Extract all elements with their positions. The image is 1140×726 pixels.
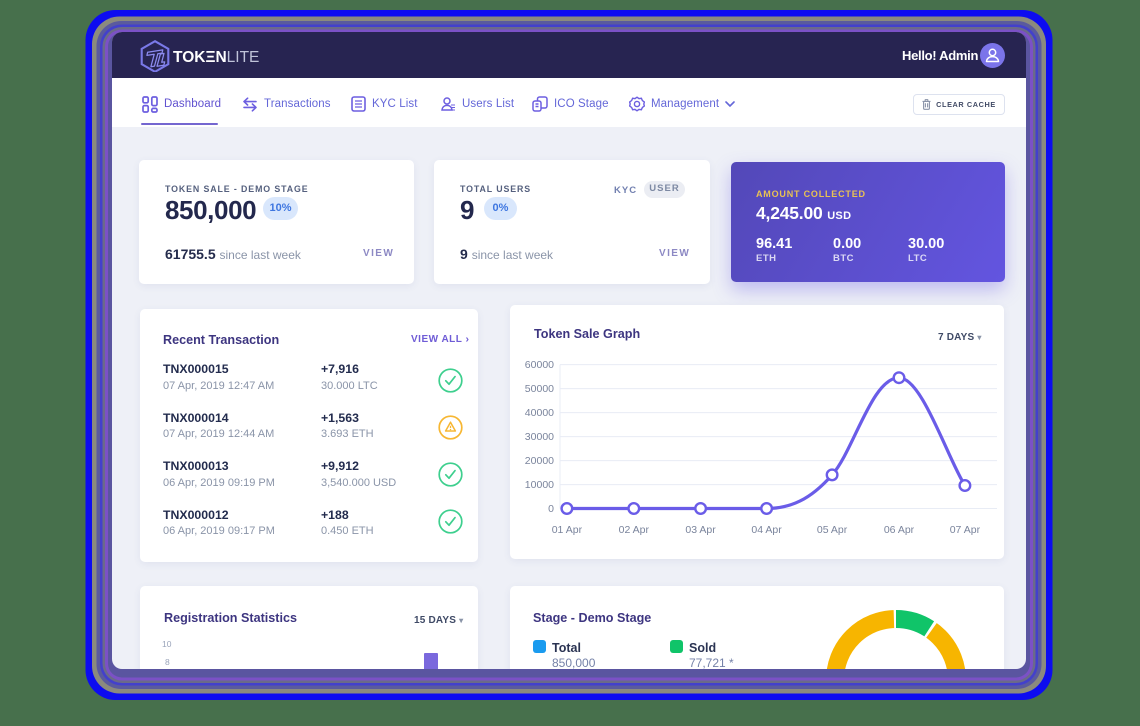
- svg-text:07 Apr: 07 Apr: [950, 524, 981, 536]
- svg-text:20000: 20000: [525, 455, 554, 467]
- svg-text:40000: 40000: [525, 407, 554, 419]
- svg-text:50000: 50000: [525, 383, 554, 395]
- svg-text:10000: 10000: [525, 479, 554, 491]
- svg-text:60000: 60000: [525, 359, 554, 371]
- svg-text:04 Apr: 04 Apr: [751, 524, 782, 536]
- svg-text:01 Apr: 01 Apr: [552, 524, 583, 536]
- svg-text:05 Apr: 05 Apr: [817, 524, 848, 536]
- svg-text:02 Apr: 02 Apr: [619, 524, 650, 536]
- svg-text:06 Apr: 06 Apr: [884, 524, 915, 536]
- svg-text:03 Apr: 03 Apr: [685, 524, 716, 536]
- svg-text:30000: 30000: [525, 431, 554, 443]
- svg-text:0: 0: [548, 503, 554, 515]
